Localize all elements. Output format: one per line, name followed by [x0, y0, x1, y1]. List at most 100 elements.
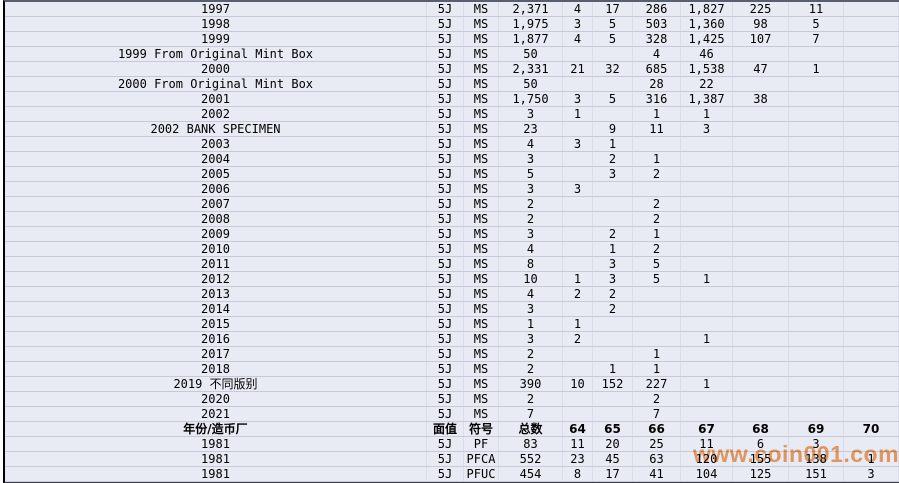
- cell-grade66: 1: [633, 107, 681, 121]
- cell-total: 1,877: [499, 32, 563, 46]
- cell-denomination: 5J: [427, 2, 464, 16]
- cell-grade65: [593, 407, 633, 421]
- cell-denomination: 5J: [427, 47, 464, 61]
- table-row: 2001 5J MS 1,750 3 5 316 1,387 38: [5, 92, 899, 107]
- cell-grade64: 2: [563, 332, 593, 346]
- cell-grade65: 2: [593, 287, 633, 301]
- cell-total: 4: [499, 242, 563, 256]
- cell-grade70: [844, 212, 899, 226]
- cell-grade70: [844, 242, 899, 256]
- cell-grade70: [844, 152, 899, 166]
- table-row: 2009 5J MS 3 2 1: [5, 227, 899, 242]
- cell-designation: PFUC: [464, 467, 499, 481]
- cell-year_mint: 1999: [5, 32, 427, 46]
- cell-total: 8: [499, 257, 563, 271]
- cell-total: 1,975: [499, 17, 563, 31]
- cell-designation: MS: [464, 227, 499, 241]
- cell-grade64: [563, 392, 593, 406]
- cell-total: 3: [499, 302, 563, 316]
- table-row: 2002 BANK SPECIMEN 5J MS 23 9 11 3: [5, 122, 899, 137]
- cell-designation: MS: [464, 17, 499, 31]
- table-row: 1999 From Original Mint Box 5J MS 50 4 46: [5, 47, 899, 62]
- cell-total: 552: [499, 452, 563, 466]
- cell-denomination: 5J: [427, 107, 464, 121]
- cell-designation: MS: [464, 32, 499, 46]
- cell-grade69: [789, 152, 844, 166]
- cell-grade66: 328: [633, 32, 681, 46]
- cell-grade64: 8: [563, 467, 593, 481]
- cell-year_mint: 2021: [5, 407, 427, 421]
- cell-designation: MS: [464, 242, 499, 256]
- cell-grade64: [563, 122, 593, 136]
- cell-grade67: 104: [681, 467, 733, 481]
- cell-grade70: [844, 287, 899, 301]
- cell-grade64: 3: [563, 137, 593, 151]
- cell-grade65: 152: [593, 377, 633, 391]
- cell-designation: MS: [464, 272, 499, 286]
- cell-year_mint: 1981: [5, 437, 427, 451]
- cell-grade70: [844, 197, 899, 211]
- cell-grade66: 7: [633, 407, 681, 421]
- table-row: 2011 5J MS 8 3 5: [5, 257, 899, 272]
- cell-designation: MS: [464, 377, 499, 391]
- cell-grade65: 3: [593, 272, 633, 286]
- cell-grade68: [733, 47, 789, 61]
- cell-grade70: 3: [844, 467, 899, 481]
- cell-total: 2: [499, 212, 563, 226]
- cell-grade69: 3: [789, 437, 844, 451]
- cell-denomination: 5J: [427, 92, 464, 106]
- cell-denomination: 5J: [427, 302, 464, 316]
- cell-grade65: 3: [593, 257, 633, 271]
- cell-denomination: 5J: [427, 332, 464, 346]
- cell-grade65: 9: [593, 122, 633, 136]
- cell-total: 454: [499, 467, 563, 481]
- table-row: 2020 5J MS 2 2: [5, 392, 899, 407]
- cell-grade70: [844, 77, 899, 91]
- cell-grade67: 120: [681, 452, 733, 466]
- cell-grade65: 5: [593, 92, 633, 106]
- table-row: 1999 5J MS 1,877 4 5 328 1,425 107 7: [5, 32, 899, 47]
- cell-grade70: [844, 107, 899, 121]
- cell-grade67: [681, 362, 733, 376]
- cell-grade66: 1: [633, 152, 681, 166]
- cell-grade64: [563, 407, 593, 421]
- cell-grade69: [789, 392, 844, 406]
- cell-grade64: 3: [563, 17, 593, 31]
- cell-grade66: 685: [633, 62, 681, 76]
- cell-grade68: 155: [733, 452, 789, 466]
- cell-denomination: 5J: [427, 347, 464, 361]
- cell-grade64: [563, 167, 593, 181]
- cell-grade64: [563, 227, 593, 241]
- table-row: 2012 5J MS 10 1 3 5 1: [5, 272, 899, 287]
- cell-grade69: [789, 212, 844, 226]
- cell-year_mint: 1981: [5, 467, 427, 481]
- cell-grade67: [681, 317, 733, 331]
- cell-grade68: [733, 77, 789, 91]
- cell-total: 50: [499, 77, 563, 91]
- cell-total: 5: [499, 167, 563, 181]
- cell-grade64: 23: [563, 452, 593, 466]
- cell-denomination: 5J: [427, 32, 464, 46]
- cell-grade70: [844, 347, 899, 361]
- cell-denomination: 5J: [427, 362, 464, 376]
- cell-grade66: [633, 332, 681, 346]
- column-header-grade69: 69: [789, 422, 844, 436]
- cell-grade67: 46: [681, 47, 733, 61]
- cell-total: 83: [499, 437, 563, 451]
- table-row: 2013 5J MS 4 2 2: [5, 287, 899, 302]
- cell-designation: MS: [464, 122, 499, 136]
- cell-grade68: 47: [733, 62, 789, 76]
- column-header-grade67: 67: [681, 422, 733, 436]
- cell-grade66: [633, 302, 681, 316]
- table-row: 1981 5J PF 83 11 20 25 11 6 3: [5, 437, 899, 452]
- cell-grade68: [733, 107, 789, 121]
- cell-grade66: 5: [633, 257, 681, 271]
- cell-year_mint: 2012: [5, 272, 427, 286]
- cell-grade66: 227: [633, 377, 681, 391]
- cell-year_mint: 2001: [5, 92, 427, 106]
- cell-denomination: 5J: [427, 77, 464, 91]
- cell-grade68: [733, 122, 789, 136]
- cell-grade69: [789, 122, 844, 136]
- table-row: 2000 5J MS 2,331 21 32 685 1,538 47 1: [5, 62, 899, 77]
- cell-designation: MS: [464, 317, 499, 331]
